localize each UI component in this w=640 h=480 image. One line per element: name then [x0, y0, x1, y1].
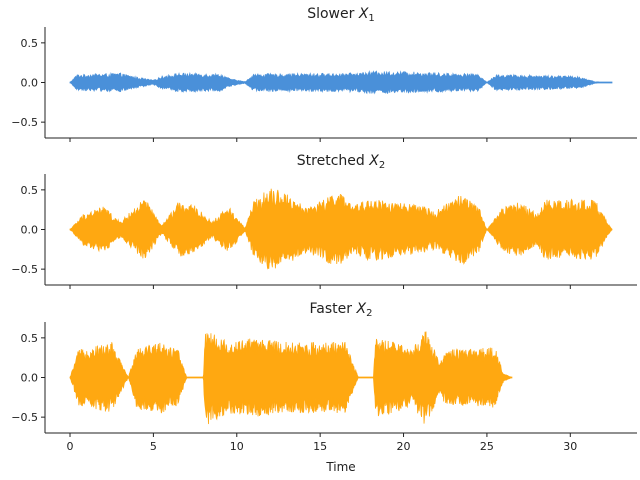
subplot-title: Slower X1 [307, 6, 375, 24]
y-tick-label: 0.5 [21, 184, 39, 197]
title-variable: X [355, 301, 366, 317]
y-tick-label: 0.0 [21, 77, 39, 90]
y-tick-label: −0.5 [11, 263, 38, 276]
subplot-title: Stretched X2 [297, 153, 385, 171]
y-tick-label: 0.5 [21, 37, 39, 50]
subplot-3: Faster X2 0.5 0.0 −0.5 0 5 10 15 20 25 30 Time [11, 301, 637, 474]
y-tick-label: −0.5 [11, 116, 38, 129]
subplot-1: Slower X1 0.5 0.0 −0.5 [11, 6, 637, 142]
x-tick-label: 0 [67, 440, 74, 453]
x-tick-label: 5 [150, 440, 157, 453]
title-text: Stretched [297, 153, 369, 169]
x-tick-label: 15 [313, 440, 327, 453]
waveform-series [69, 70, 613, 95]
subplot-title: Faster X2 [310, 301, 373, 319]
title-subscript: 2 [379, 160, 385, 171]
title-text: Slower [307, 6, 359, 22]
title-text: Faster [310, 301, 357, 317]
y-tick-label: −0.5 [11, 411, 38, 424]
waveform-series [69, 188, 613, 270]
x-tick-label: 25 [480, 440, 494, 453]
x-axis-label: Time [325, 460, 355, 474]
x-tick-label: 10 [230, 440, 244, 453]
y-tick-label: 0.0 [21, 372, 39, 385]
title-variable: X [358, 6, 369, 22]
y-tick-label: 0.0 [21, 224, 39, 237]
title-subscript: 1 [368, 13, 374, 24]
x-tick-label: 30 [563, 440, 577, 453]
subplot-2: Stretched X2 0.5 0.0 −0.5 [11, 153, 637, 289]
y-tick-label: 0.5 [21, 332, 39, 345]
title-subscript: 2 [366, 308, 372, 319]
title-variable: X [368, 153, 379, 169]
x-tick-label: 20 [397, 440, 411, 453]
waveform-series [69, 331, 513, 425]
